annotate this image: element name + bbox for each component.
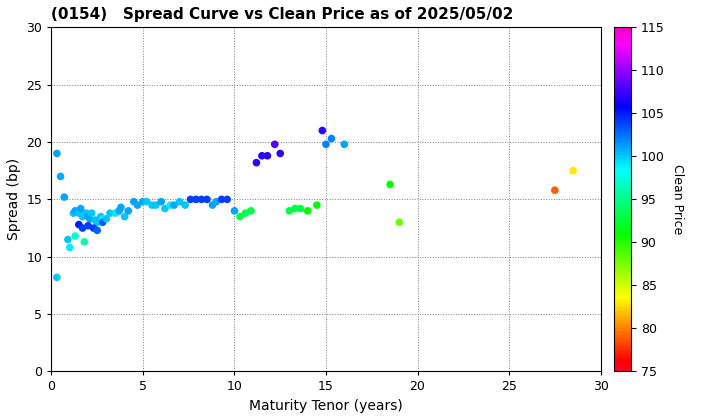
Point	[165, 202, 176, 208]
Point	[122, 207, 134, 214]
Point	[55, 173, 66, 180]
Point	[156, 198, 167, 205]
Point	[119, 213, 130, 220]
Point	[73, 221, 85, 228]
Point	[97, 215, 109, 222]
Point	[138, 198, 149, 205]
Point	[82, 213, 94, 220]
Point	[77, 213, 89, 220]
Point	[311, 202, 323, 208]
Point	[75, 205, 86, 212]
Point	[101, 215, 112, 222]
Point	[69, 207, 81, 214]
Point	[58, 194, 70, 200]
Point	[338, 141, 350, 148]
Point	[207, 202, 218, 208]
Point	[95, 213, 107, 220]
Point	[202, 196, 213, 203]
Point	[68, 210, 79, 216]
Point	[97, 219, 109, 226]
Point	[302, 207, 313, 214]
Point	[84, 215, 96, 222]
Point	[240, 210, 251, 216]
Point	[179, 202, 191, 208]
Point	[132, 202, 143, 208]
Point	[150, 202, 161, 208]
Point	[86, 210, 97, 216]
Point	[113, 207, 125, 214]
Point	[91, 219, 103, 226]
Y-axis label: Spread (bp): Spread (bp)	[7, 158, 21, 240]
Point	[128, 198, 140, 205]
Point	[196, 196, 207, 203]
Point	[190, 196, 202, 203]
Point	[104, 210, 116, 216]
Point	[294, 205, 306, 212]
Point	[234, 213, 246, 220]
Point	[69, 233, 81, 239]
Point	[89, 217, 101, 223]
Point	[73, 210, 85, 216]
Point	[185, 196, 197, 203]
Point	[393, 219, 405, 226]
Point	[320, 141, 332, 148]
Point	[91, 227, 103, 234]
Point	[109, 210, 121, 216]
Point	[246, 207, 257, 214]
Point	[549, 187, 561, 194]
Point	[64, 244, 76, 251]
Point	[289, 205, 301, 212]
X-axis label: Maturity Tenor (years): Maturity Tenor (years)	[249, 399, 403, 413]
Point	[62, 236, 73, 243]
Point	[168, 202, 180, 208]
Point	[78, 239, 90, 245]
Point	[146, 202, 158, 208]
Point	[284, 207, 295, 214]
Point	[51, 150, 63, 157]
Point	[141, 198, 153, 205]
Point	[274, 150, 286, 157]
Point	[159, 205, 171, 212]
Point	[325, 135, 337, 142]
Point	[81, 210, 92, 216]
Point	[317, 127, 328, 134]
Point	[229, 207, 240, 214]
Point	[88, 225, 99, 231]
Point	[174, 198, 185, 205]
Point	[115, 204, 127, 211]
Point	[51, 274, 63, 281]
Point	[210, 198, 222, 205]
Point	[82, 223, 94, 229]
Point	[216, 196, 228, 203]
Point	[384, 181, 396, 188]
Point	[261, 152, 273, 159]
Point	[567, 167, 579, 174]
Point	[221, 196, 233, 203]
Point	[251, 159, 262, 166]
Point	[269, 141, 281, 148]
Y-axis label: Clean Price: Clean Price	[671, 164, 684, 234]
Point	[77, 225, 89, 231]
Point	[256, 152, 268, 159]
Text: (0154)   Spread Curve vs Clean Price as of 2025/05/02: (0154) Spread Curve vs Clean Price as of…	[51, 7, 514, 22]
